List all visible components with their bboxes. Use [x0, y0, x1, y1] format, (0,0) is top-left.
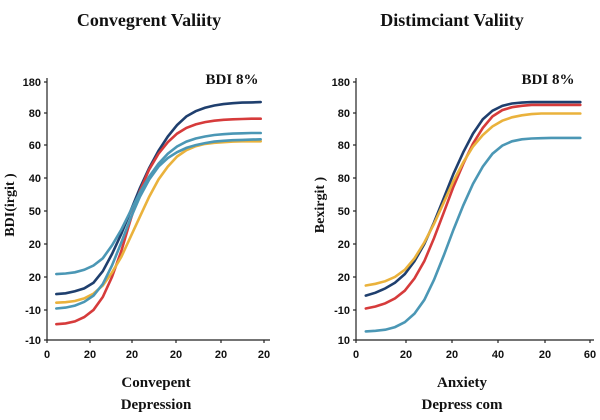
y-tick-label: 10	[338, 335, 350, 347]
chart-title: Distimciant Valiity	[380, 10, 524, 30]
series-group	[55, 100, 262, 326]
y-tick-label: 20	[29, 239, 41, 251]
convergent-validity-panel: Convegrent Valiity BDI(irgit ) Convepent…	[3, 10, 270, 413]
tick-group: -10 -10 20 20 50 40 60 80 180 0 20 20 20 20 20	[23, 77, 270, 361]
x-tick-label: 20	[215, 349, 227, 361]
x-tick-label: 20	[400, 349, 412, 361]
series-line-teal	[55, 131, 262, 276]
x-tick-label: 20	[258, 349, 270, 361]
x-tick-label: 40	[492, 349, 504, 361]
y-axis-label: Bexirgit )	[313, 176, 328, 233]
y-tick-label: 180	[332, 77, 350, 89]
series-group	[364, 100, 582, 333]
x-tick-label: 20	[539, 349, 551, 361]
series-line-gold	[364, 112, 582, 287]
y-tick-label: 40	[29, 173, 41, 185]
discriminant-validity-panel: Distimciant Valiity Bexirgit ) Anxiety D…	[313, 10, 596, 413]
y-tick-label: 80	[338, 108, 350, 120]
series-line-red	[55, 117, 262, 326]
x-tick-label: 0	[44, 349, 50, 361]
y-tick-label: -10	[334, 305, 350, 317]
x-tick-label: 0	[353, 349, 359, 361]
y-tick-label: 20	[338, 239, 350, 251]
series-line-red	[364, 103, 582, 310]
series-line-light-blue	[55, 138, 262, 310]
y-tick-label: 60	[29, 140, 41, 152]
y-tick-label: 20	[29, 272, 41, 284]
x-tick-label: 20	[84, 349, 96, 361]
x-axis-label-line2: Depression	[121, 397, 192, 413]
annotation-label: BDI 8%	[522, 72, 575, 88]
y-tick-label: 20	[338, 272, 350, 284]
y-tick-label: 80	[338, 140, 350, 152]
x-axis-label-line2: Depress com	[422, 397, 503, 413]
series-line-navy	[364, 100, 582, 297]
series-line-navy	[55, 100, 262, 296]
x-axis-label-line1: Anxiety	[437, 375, 487, 391]
y-tick-label: -10	[25, 335, 41, 347]
x-axis-label-line1: Convepent	[121, 375, 190, 391]
x-tick-label: 60	[584, 349, 596, 361]
series-line-teal	[364, 136, 582, 333]
y-tick-label: 50	[338, 206, 350, 218]
tick-group: 10 -10 20 20 50 80 80 80 180 0 20 20 40 20 60	[332, 77, 596, 361]
annotation-label: BDI 8%	[206, 72, 259, 88]
x-tick-label: 20	[126, 349, 138, 361]
y-axis-label: BDI(irgit )	[3, 173, 18, 237]
y-tick-label: 180	[23, 77, 41, 89]
y-tick-label: -10	[25, 305, 41, 317]
x-tick-label: 20	[446, 349, 458, 361]
y-tick-label: 50	[29, 206, 41, 218]
y-tick-label: 80	[338, 173, 350, 185]
series-line-gold	[55, 140, 262, 304]
chart-title: Convegrent Valiity	[77, 10, 221, 30]
y-tick-label: 80	[29, 108, 41, 120]
x-tick-label: 20	[170, 349, 182, 361]
